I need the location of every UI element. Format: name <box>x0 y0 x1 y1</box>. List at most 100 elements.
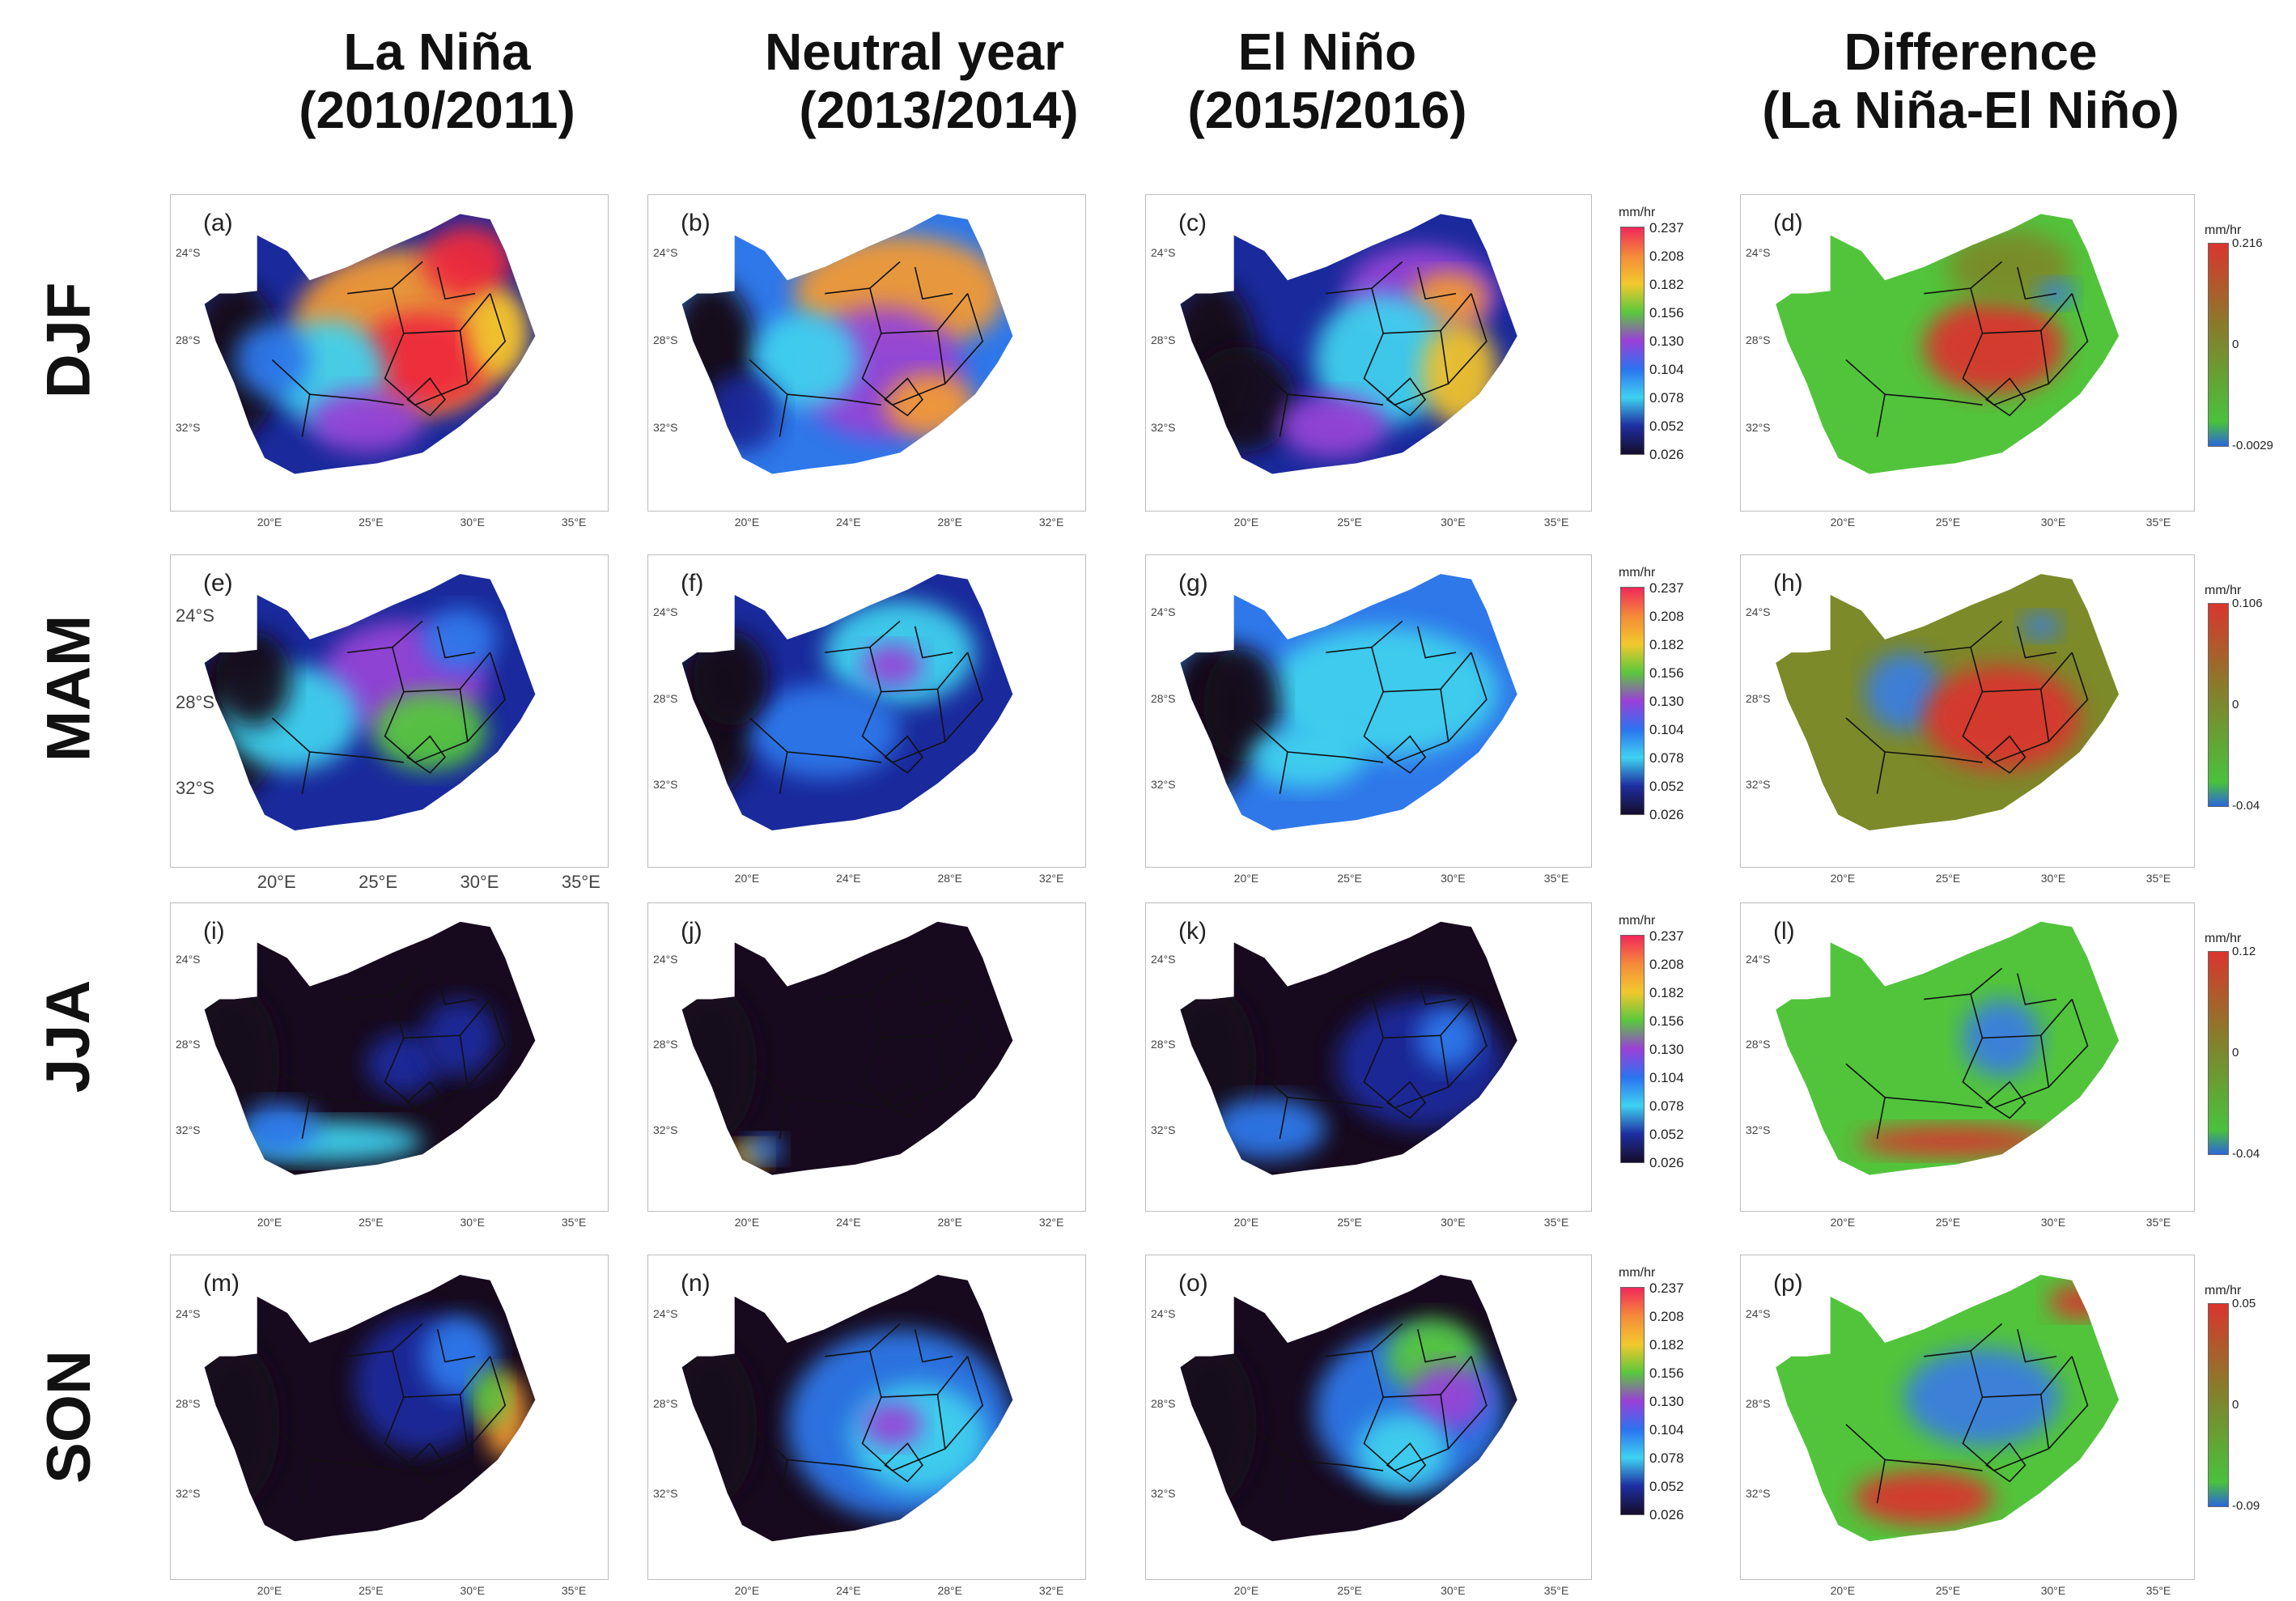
province-border <box>1971 648 2072 692</box>
province-border <box>945 1357 982 1449</box>
province-border <box>310 1459 404 1470</box>
map-svg <box>171 903 608 1211</box>
province-border <box>1885 1459 1982 1470</box>
province-border <box>2018 1329 2056 1361</box>
panel-label: (g) <box>1178 570 1208 597</box>
lon-tick: 30°E <box>1441 1584 1466 1597</box>
row-label-djf: DJF <box>34 282 104 398</box>
colorbar-tick-label: -0.09 <box>2232 1499 2260 1513</box>
lon-tick: 20°E <box>734 1216 760 1229</box>
country-outline <box>205 1275 536 1541</box>
lon-tick: 25°E <box>359 516 384 529</box>
country-outline <box>1776 922 2119 1175</box>
lon-tick: 20°E <box>1830 1584 1856 1597</box>
lon-tick: 35°E <box>1543 872 1569 885</box>
lat-tick: 28°S <box>1746 691 1771 705</box>
lon-tick: 35°E <box>561 1216 587 1229</box>
colorbar-main: mm/hr 0.237 0.208 0.182 0.156 0.130 0.104 0.078… <box>1617 1266 1706 1530</box>
lon-tick: 28°E <box>937 1216 962 1229</box>
colorbar-main: mm/hr 0.237 0.208 0.182 0.156 0.130 0.104 0.078… <box>1617 566 1706 830</box>
colorbar-gradient <box>2208 243 2229 447</box>
lat-tick: 24°S <box>1151 1307 1176 1321</box>
map-svg <box>648 195 1085 511</box>
lon-tick: 35°E <box>1543 1584 1569 1597</box>
lon-tick: 35°E <box>1543 516 1569 529</box>
panel-label: (c) <box>1178 210 1207 236</box>
province-border <box>1449 1000 1487 1088</box>
province-border <box>1971 1351 2072 1397</box>
panel-label: (i) <box>203 918 225 945</box>
lat-tick: 28°S <box>1746 1397 1771 1411</box>
map-svg <box>1146 195 1591 511</box>
province-border <box>749 718 787 794</box>
province-border <box>310 1098 404 1108</box>
rainfall-field <box>681 1275 1013 1542</box>
column-title-difference: Difference (La Niña-El Niño) <box>1762 23 2179 139</box>
colorbar-tick-label: 0.026 <box>1649 1507 1684 1522</box>
province-border <box>1986 1443 2025 1481</box>
lon-tick: 20°E <box>257 872 296 892</box>
lon-tick: 28°E <box>937 1584 962 1597</box>
province-border <box>1971 994 2072 1038</box>
panel-label: (b) <box>681 210 711 236</box>
rainfall-field <box>1180 214 1517 474</box>
province-border <box>1846 1064 1885 1139</box>
lon-tick: 25°E <box>1337 516 1362 529</box>
lon-tick: 25°E <box>1935 872 1961 885</box>
province-border <box>787 1459 881 1470</box>
lat-tick: 28°S <box>653 1038 678 1051</box>
province-border <box>825 968 900 999</box>
map-svg <box>1146 903 1591 1211</box>
colorbar-tick-label: -0.04 <box>2232 1147 2260 1161</box>
lat-tick: 24°S <box>1746 1307 1771 1321</box>
panel-label: (a) <box>203 210 233 236</box>
colorbar-difference: mm/hr 0.106 0 -0.04 <box>2205 584 2287 838</box>
lat-tick: 28°S <box>176 691 214 712</box>
colorbar-tick-label: 0.052 <box>1649 779 1684 794</box>
province-border <box>2018 626 2056 658</box>
province-border <box>945 652 982 741</box>
colorbar-tick-label: 0.130 <box>1649 1394 1684 1409</box>
province-border <box>915 626 953 658</box>
lon-tick: 35°E <box>561 516 587 529</box>
map-panel: (i) 24°S 28°S 32°S 20°E 25°E 30°E 35°E <box>170 902 609 1229</box>
province-border <box>825 1323 900 1356</box>
lat-tick: 28°S <box>1746 1038 1771 1051</box>
province-border <box>1326 621 1403 652</box>
lon-tick: 30°E <box>460 1584 485 1597</box>
map-svg <box>171 555 608 867</box>
colorbar-difference: mm/hr 0.05 0 -0.09 <box>2205 1284 2287 1538</box>
country-outline <box>1776 214 2119 474</box>
colorbar-tick-label: 0.208 <box>1649 609 1684 624</box>
lon-tick: 20°E <box>1233 1216 1259 1229</box>
row-label-mam: MAM <box>34 614 104 762</box>
province-border <box>1449 652 1487 741</box>
lat-tick: 28°S <box>653 691 678 705</box>
map-panel: (n) 24°S 28°S 32°S 20°E 24°E 28°E 32°E <box>647 1255 1086 1597</box>
map-panel: (l) 24°S 28°S 32°S 20°E 25°E 30°E 35°E <box>1740 902 2195 1229</box>
rainfall-field <box>204 214 536 474</box>
panel-label: (o) <box>1178 1270 1208 1297</box>
province-border <box>347 1323 422 1356</box>
map-panel: (p) 24°S 28°S 32°S 20°E 25°E 30°E 35°E <box>1740 1255 2195 1597</box>
lat-tick: 24°S <box>1746 605 1771 618</box>
country-outline <box>205 574 536 830</box>
province-border <box>787 394 881 405</box>
lon-tick: 24°E <box>836 1216 861 1229</box>
panel-label: (j) <box>681 918 702 945</box>
colorbar-tick-label: 0.052 <box>1649 1127 1684 1142</box>
colorbar-unit: mm/hr <box>2205 1284 2242 1297</box>
colorbar-tick-label: 0.237 <box>1649 580 1684 596</box>
lat-tick: 28°S <box>176 1038 201 1051</box>
colorbar-tick-label: 0.237 <box>1649 1280 1684 1296</box>
province-border <box>407 737 444 773</box>
lat-tick: 24°S <box>1151 245 1176 259</box>
lat-tick: 32°S <box>1151 420 1176 434</box>
lon-tick: 25°E <box>359 1216 384 1229</box>
rainfall-field <box>1776 214 2120 474</box>
colorbar-tick-label: 0.12 <box>2232 945 2256 958</box>
rainfall-field <box>1180 1275 1517 1542</box>
colorbar-unit: mm/hr <box>2205 584 2242 597</box>
province-border <box>1387 737 1425 773</box>
lat-tick: 32°S <box>176 1487 201 1501</box>
